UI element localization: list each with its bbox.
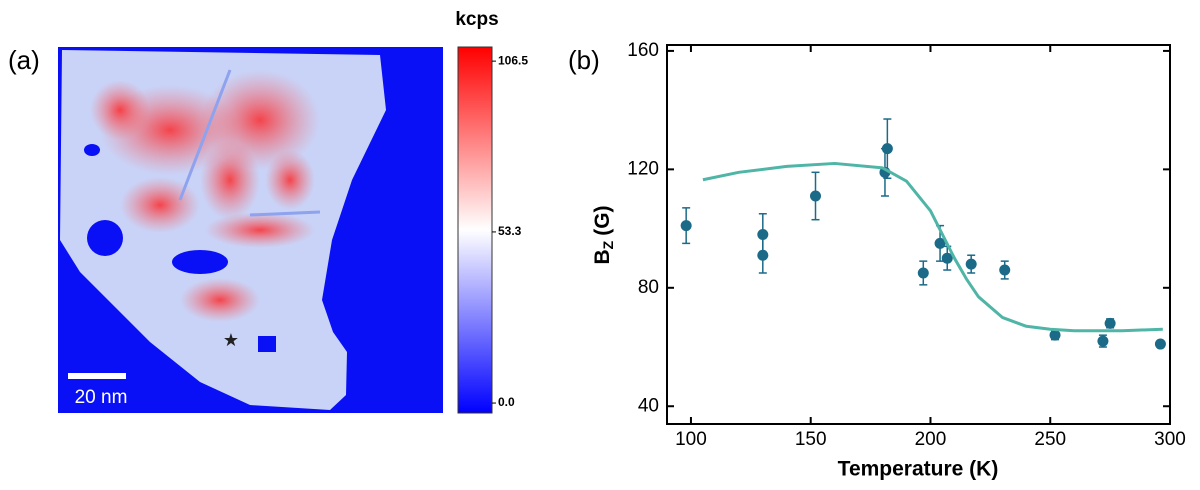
data-point [1049,329,1061,341]
plot-area: 100 150 200 250 300 40 80 120 160 [627,40,1186,450]
y-tick-label: 120 [627,158,659,179]
colorbar-tick-label: 53.3 [498,224,522,238]
data-point [917,267,929,279]
x-tick-label: 200 [915,429,947,450]
x-axis-label: Temperature (K) [838,458,999,481]
x-tick-label: 300 [1154,429,1186,450]
y-tick-label: 80 [638,277,659,298]
scale-bar-label: 20 nm [75,387,128,408]
scale-bar [68,373,126,379]
y-label-sub: Z [600,240,616,249]
y-axis-label: BZ (G) [591,205,616,264]
data-point [934,237,946,249]
plot-frame [666,44,1171,425]
colorbar-tick-label: 106.5 [498,53,528,67]
panel-label: (a) [8,45,40,75]
fit-line [702,161,1163,333]
colorbar-fill [457,46,493,414]
y-tick-label: 40 [638,395,659,416]
data-point [1104,317,1116,329]
data-point [965,258,977,270]
data-point [1097,335,1109,347]
colorbar-tick-label: 0.0 [498,395,515,409]
x-tick-label: 100 [675,429,707,450]
x-tick-label: 150 [795,429,827,450]
data-point [680,220,692,232]
y-label-main: B [591,249,614,264]
colorbar: 0.0 53.3 106.5 [457,46,528,414]
star-marker: ★ [223,330,239,350]
data-point [810,190,822,202]
y-label-unit: (G) [591,205,614,235]
y-tick-label: 160 [627,40,659,61]
data-point [941,252,953,264]
data-point [999,264,1011,276]
x-tick-label: 250 [1034,429,1066,450]
data-point [881,143,893,155]
data-point [757,249,769,261]
colorbar-title: kcps [455,9,498,30]
data-point [1154,338,1166,350]
panel-label: (b) [568,45,600,75]
heatmap-texture [84,69,321,352]
